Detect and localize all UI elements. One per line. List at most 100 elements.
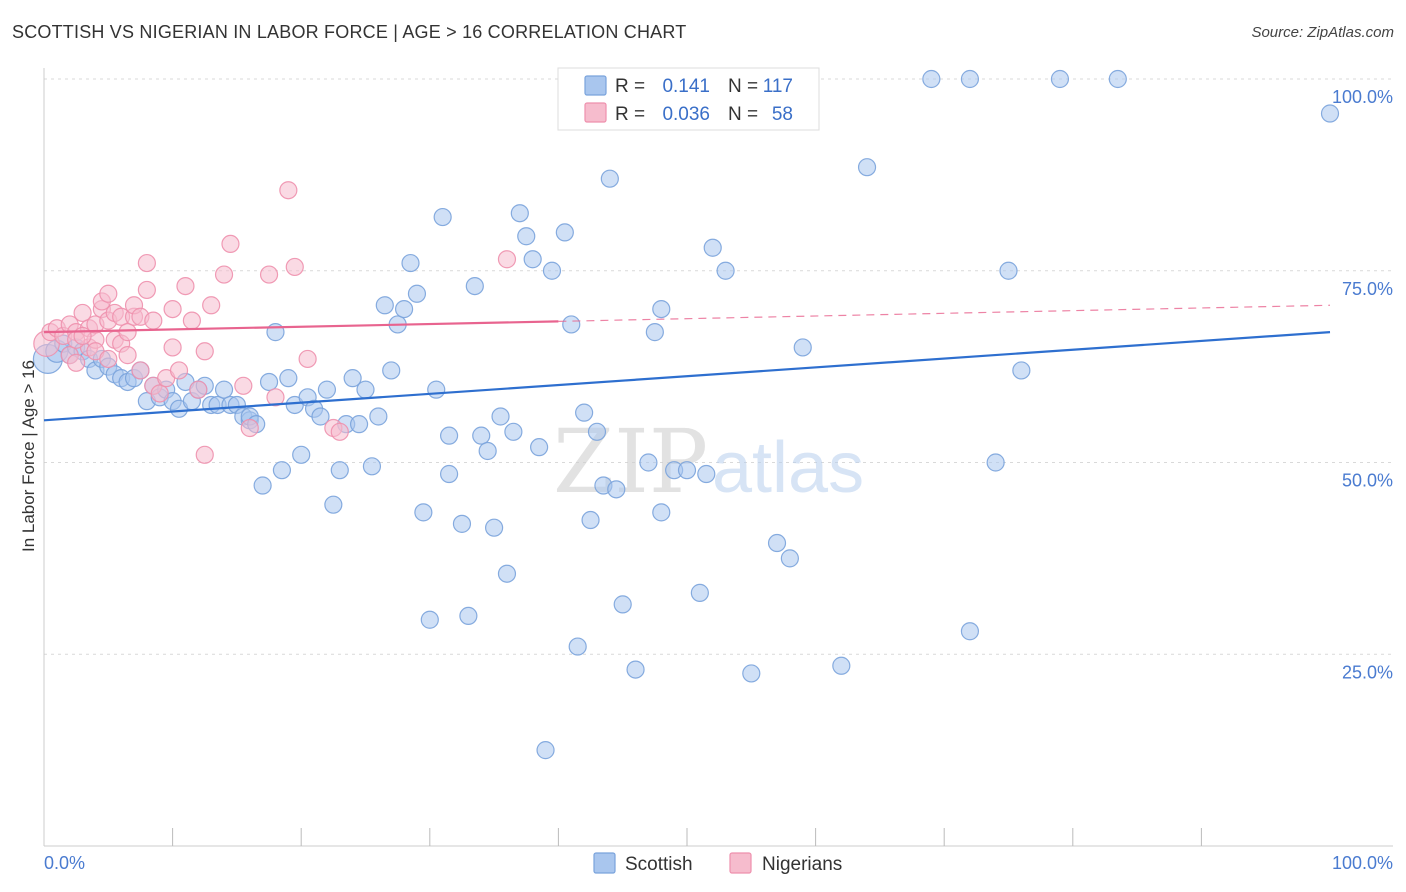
- scottish-point: [536, 741, 555, 760]
- scottish-point: [504, 422, 523, 441]
- watermark: ZIP atlas: [553, 410, 864, 513]
- scottish-point: [703, 238, 722, 257]
- nigerian-point: [189, 380, 208, 399]
- series-legend: Scottish Nigerians: [593, 852, 842, 875]
- scottish-point: [742, 664, 761, 683]
- scottish-point: [362, 457, 382, 476]
- nigerian-point: [266, 388, 285, 407]
- scottish-point: [485, 518, 504, 537]
- x-tick-label-max: 100.0%: [1332, 853, 1393, 873]
- nigerian-point: [176, 276, 195, 296]
- nigerian-point: [163, 300, 182, 319]
- scottish-point: [922, 69, 941, 89]
- scottish-point: [311, 407, 330, 426]
- scottish-point: [645, 323, 664, 342]
- scottish-point: [510, 204, 529, 223]
- watermark-atlas: atlas: [712, 428, 864, 508]
- scottish-point: [690, 583, 709, 602]
- scottish-point: [214, 380, 234, 399]
- scottish-point: [575, 403, 594, 422]
- y-tick-label: 50.0%: [1342, 471, 1393, 491]
- legend-label-scottish[interactable]: Scottish: [625, 854, 693, 875]
- nigerian-point: [118, 323, 137, 342]
- scottish-point: [375, 296, 394, 315]
- x-tick-label-min: 0.0%: [44, 853, 85, 873]
- nigerian-point: [195, 445, 214, 464]
- nigerian-point: [298, 349, 317, 369]
- scottish-point: [639, 453, 658, 472]
- y-axis-label: In Labor Force | Age > 16: [19, 360, 38, 552]
- scottish-point: [517, 227, 536, 246]
- stats-legend: R = 0.141 N = 117 R = 0.036 N = 58: [557, 67, 820, 131]
- gridlines: [44, 78, 1393, 655]
- nigerian-point: [182, 311, 201, 330]
- nigerian-point: [169, 361, 189, 380]
- scottish-point: [677, 461, 697, 480]
- scottish-point: [780, 549, 799, 568]
- scottish-point: [652, 503, 671, 522]
- scottish-point: [465, 276, 484, 296]
- nigerian-point: [195, 342, 214, 361]
- scottish-point: [407, 284, 427, 303]
- scottish-point: [960, 69, 980, 89]
- scottish-point: [832, 656, 851, 675]
- trend-line-scottish: [43, 331, 1331, 422]
- scottish-point: [1320, 104, 1340, 123]
- scottish-point: [272, 461, 292, 480]
- scottish-point: [401, 253, 420, 273]
- scottish-point: [343, 369, 362, 388]
- nigerian-point: [150, 384, 169, 403]
- scottish-point: [568, 637, 587, 656]
- scottish-point: [433, 207, 452, 227]
- nigerian-point: [137, 253, 156, 273]
- stats-legend-r-value-nigerians: 0.036: [662, 104, 710, 125]
- nigerian-point: [202, 296, 221, 315]
- stats-legend-n-value-nigerians: 58: [772, 104, 793, 125]
- scottish-point: [986, 453, 1005, 472]
- scottish-point: [439, 426, 459, 445]
- legend-swatch-scottish[interactable]: [593, 852, 616, 874]
- stats-legend-n-value-scottish: 117: [763, 76, 793, 97]
- scottish-point: [587, 422, 607, 441]
- scottish-point: [317, 380, 337, 399]
- scottish-point: [697, 464, 716, 484]
- scottish-point: [960, 622, 980, 641]
- nigerian-point: [234, 376, 253, 395]
- chart-title: SCOTTISH VS NIGERIAN IN LABOR FORCE | AG…: [12, 22, 687, 42]
- scottish-point: [459, 606, 478, 626]
- scottish-point: [530, 438, 549, 457]
- stats-legend-n-label-nigerians: N =: [728, 104, 758, 125]
- stats-legend-n-label-scottish: N =: [728, 76, 758, 97]
- y-tick-label: 100.0%: [1332, 87, 1393, 107]
- scottish-point: [626, 660, 645, 679]
- scottish-point: [607, 480, 626, 499]
- legend-swatch-nigerians[interactable]: [729, 852, 752, 874]
- scottish-point: [259, 372, 279, 392]
- nigerian-point: [497, 250, 517, 269]
- nigerian-point: [330, 422, 349, 441]
- axes: [43, 68, 1393, 847]
- scottish-point: [555, 223, 574, 242]
- nigerian-point: [221, 234, 240, 254]
- nigerian-point: [131, 361, 150, 380]
- scottish-point: [613, 595, 632, 614]
- nigerian-point: [73, 326, 92, 346]
- scottish-point: [497, 564, 517, 583]
- nigerian-point: [99, 284, 118, 303]
- scottish-point: [716, 261, 735, 280]
- nigerian-point: [163, 338, 182, 357]
- scottish-point: [767, 533, 787, 553]
- scottish-point: [1012, 361, 1031, 380]
- nigerian-point: [99, 349, 118, 369]
- scottish-point: [491, 407, 510, 426]
- scottish-point: [414, 503, 433, 522]
- scottish-point: [439, 464, 459, 484]
- legend-label-nigerians[interactable]: Nigerians: [762, 854, 842, 875]
- stats-legend-r-value-scottish: 0.141: [662, 76, 710, 97]
- scottish-point: [857, 158, 877, 177]
- scottish-point: [356, 380, 375, 399]
- nigerian-point: [118, 346, 137, 365]
- scottish-point: [478, 441, 497, 461]
- scottish-point: [600, 169, 619, 188]
- nigerian-point: [144, 311, 163, 330]
